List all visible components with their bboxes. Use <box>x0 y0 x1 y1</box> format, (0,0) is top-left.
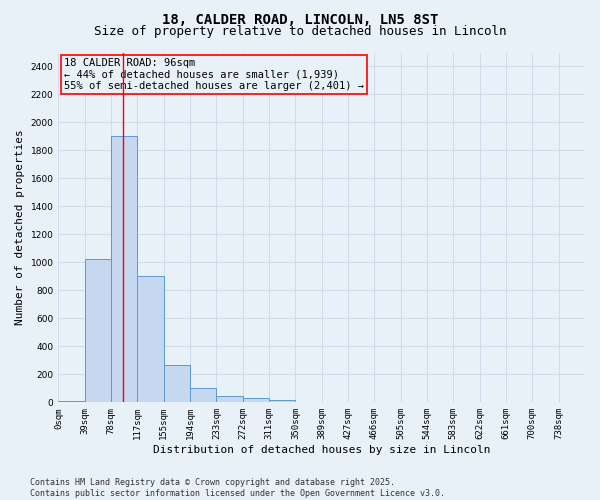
Bar <box>190 388 217 402</box>
Bar <box>58 401 85 402</box>
Text: Size of property relative to detached houses in Lincoln: Size of property relative to detached ho… <box>94 25 506 38</box>
Bar <box>269 400 295 402</box>
Bar <box>217 396 243 402</box>
Text: Contains HM Land Registry data © Crown copyright and database right 2025.
Contai: Contains HM Land Registry data © Crown c… <box>30 478 445 498</box>
Bar <box>85 259 111 402</box>
Bar <box>137 276 164 402</box>
Bar <box>164 364 190 403</box>
Y-axis label: Number of detached properties: Number of detached properties <box>15 130 25 326</box>
Bar <box>111 136 137 402</box>
Bar <box>243 398 269 402</box>
Text: 18, CALDER ROAD, LINCOLN, LN5 8ST: 18, CALDER ROAD, LINCOLN, LN5 8ST <box>162 12 438 26</box>
Text: 18 CALDER ROAD: 96sqm
← 44% of detached houses are smaller (1,939)
55% of semi-d: 18 CALDER ROAD: 96sqm ← 44% of detached … <box>64 58 364 91</box>
X-axis label: Distribution of detached houses by size in Lincoln: Distribution of detached houses by size … <box>153 445 490 455</box>
